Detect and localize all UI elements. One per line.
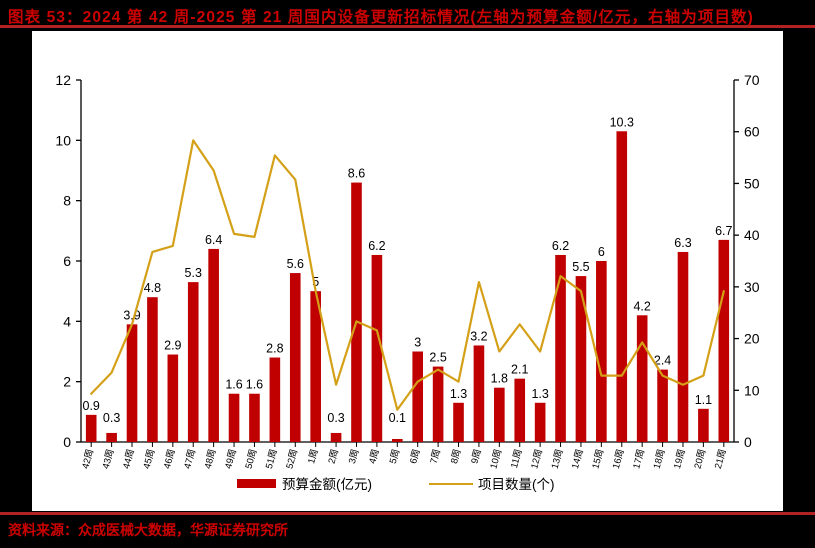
svg-text:45周: 45周 [141,448,157,470]
svg-text:1.3: 1.3 [450,387,467,401]
svg-text:14周: 14周 [570,448,586,470]
svg-text:6.4: 6.4 [205,233,222,247]
svg-text:0.3: 0.3 [103,411,120,425]
svg-text:20周: 20周 [692,448,708,470]
svg-text:60: 60 [744,124,760,140]
svg-text:50: 50 [744,175,760,191]
svg-text:47周: 47周 [182,448,198,470]
svg-text:12: 12 [55,72,71,88]
svg-text:1.6: 1.6 [225,378,242,392]
svg-text:1周: 1周 [306,448,320,465]
svg-text:8.6: 8.6 [348,167,365,181]
svg-text:40: 40 [744,227,760,243]
svg-text:6.2: 6.2 [368,239,385,253]
svg-text:21周: 21周 [713,448,729,470]
svg-text:3: 3 [414,336,421,350]
svg-text:8周: 8周 [449,448,463,465]
svg-text:5.6: 5.6 [287,257,304,271]
svg-text:2周: 2周 [327,448,341,465]
svg-text:17周: 17周 [631,448,647,470]
svg-text:4.2: 4.2 [633,299,650,313]
svg-text:4周: 4周 [367,448,381,465]
svg-text:6.2: 6.2 [552,239,569,253]
svg-text:0: 0 [63,434,71,450]
svg-text:18周: 18周 [652,448,668,470]
svg-text:30: 30 [744,279,760,295]
svg-text:4: 4 [63,313,71,329]
svg-text:6: 6 [598,245,605,259]
svg-text:7周: 7周 [429,448,443,465]
svg-text:4.8: 4.8 [144,281,161,295]
svg-text:3.2: 3.2 [470,329,487,343]
svg-text:2.8: 2.8 [266,342,283,356]
svg-text:0.9: 0.9 [83,399,100,413]
svg-text:2.5: 2.5 [429,351,446,365]
svg-text:10: 10 [55,132,71,148]
svg-text:0: 0 [744,434,752,450]
svg-text:11周: 11周 [509,448,525,470]
svg-text:50周: 50周 [244,448,260,470]
svg-text:51周: 51周 [264,448,280,470]
svg-text:13周: 13周 [550,448,566,470]
svg-text:5周: 5周 [388,448,402,465]
svg-text:3周: 3周 [347,448,361,465]
svg-text:1.3: 1.3 [531,387,548,401]
svg-text:43周: 43周 [101,448,117,470]
svg-text:1.6: 1.6 [246,378,263,392]
svg-text:0.1: 0.1 [389,411,406,425]
svg-text:16周: 16周 [611,448,627,470]
svg-text:46周: 46周 [162,448,178,470]
svg-text:1.8: 1.8 [491,372,508,386]
svg-text:2: 2 [63,374,71,390]
svg-text:6周: 6周 [408,448,422,465]
svg-text:5.3: 5.3 [185,266,202,280]
svg-text:6.3: 6.3 [674,236,691,250]
svg-text:10周: 10周 [488,448,504,470]
svg-text:2.9: 2.9 [164,339,181,353]
svg-text:15周: 15周 [590,448,606,470]
svg-text:20: 20 [744,331,760,347]
svg-text:6: 6 [63,253,71,269]
svg-text:10: 10 [744,382,760,398]
svg-text:8: 8 [63,193,71,209]
svg-text:52周: 52周 [284,448,300,470]
svg-text:9周: 9周 [469,448,483,465]
svg-text:42周: 42周 [80,448,96,470]
svg-text:49周: 49周 [223,448,239,470]
svg-text:12周: 12周 [529,448,545,470]
svg-text:2.1: 2.1 [511,363,528,377]
svg-text:44周: 44周 [121,448,137,470]
svg-text:1.1: 1.1 [695,393,712,407]
svg-text:10.3: 10.3 [610,115,634,129]
svg-text:0.3: 0.3 [327,411,344,425]
svg-text:70: 70 [744,72,760,88]
svg-text:48周: 48周 [203,448,219,470]
svg-text:5.5: 5.5 [572,260,589,274]
svg-text:19周: 19周 [672,448,688,470]
svg-text:6.7: 6.7 [715,224,732,238]
